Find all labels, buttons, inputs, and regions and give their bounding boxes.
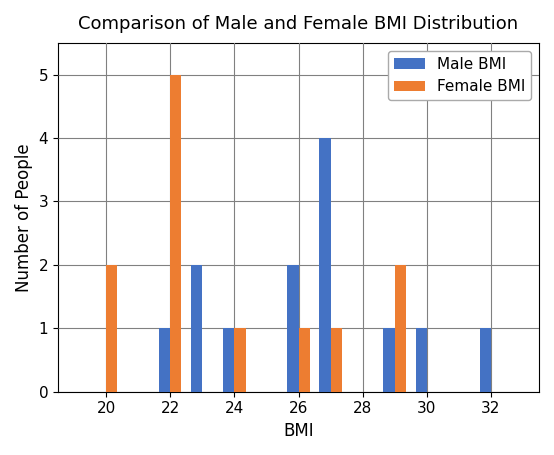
Bar xyxy=(480,329,491,392)
Bar xyxy=(288,265,299,392)
Bar xyxy=(191,265,202,392)
Bar xyxy=(394,265,406,392)
Bar xyxy=(331,329,342,392)
Legend: Male BMI, Female BMI: Male BMI, Female BMI xyxy=(388,51,531,101)
Bar xyxy=(383,329,394,392)
Bar xyxy=(223,329,234,392)
Bar xyxy=(106,265,117,392)
Bar xyxy=(159,329,170,392)
Bar xyxy=(299,329,310,392)
Bar xyxy=(416,329,427,392)
Y-axis label: Number of People: Number of People xyxy=(15,143,33,292)
Bar xyxy=(234,329,245,392)
Bar xyxy=(319,138,331,392)
X-axis label: BMI: BMI xyxy=(283,422,314,440)
Title: Comparison of Male and Female BMI Distribution: Comparison of Male and Female BMI Distri… xyxy=(79,15,519,33)
Bar xyxy=(170,75,182,392)
